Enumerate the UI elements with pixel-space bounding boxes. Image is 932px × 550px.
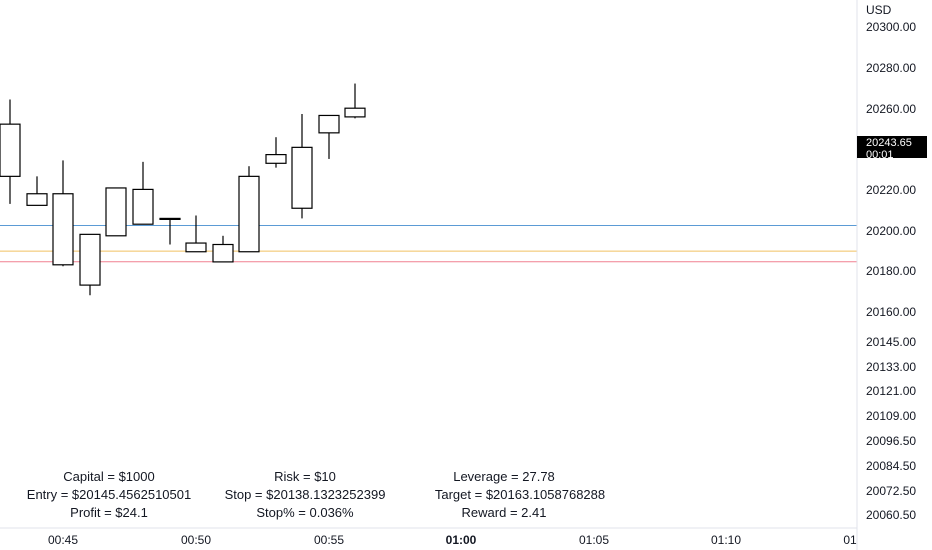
candle xyxy=(344,83,366,119)
candle-body xyxy=(52,193,74,266)
time-axis[interactable]: 00:45 00:50 00:55 01:00 01:05 01:10 01 xyxy=(48,533,857,547)
current-price-tag: 20243.65 00:01 xyxy=(857,136,927,161)
currency-label: USD xyxy=(866,3,892,17)
level-lines xyxy=(0,224,857,263)
candle xyxy=(212,235,234,263)
candle xyxy=(291,114,313,219)
price-tick-label: 20109.00 xyxy=(866,409,916,423)
time-tick-label: 01:05 xyxy=(579,533,609,547)
candle-body xyxy=(212,243,234,263)
candle xyxy=(238,166,260,253)
candle-body xyxy=(265,154,287,164)
candle-body xyxy=(291,146,313,209)
candle-body xyxy=(132,188,154,225)
stop-pct-text: Stop% = 0.036% xyxy=(256,505,354,520)
countdown: 00:01 xyxy=(866,149,894,161)
candle-body xyxy=(238,175,260,253)
candle-body xyxy=(105,187,127,237)
price-tick-label: 20160.00 xyxy=(866,305,916,319)
stop-text: Stop = $20138.1323252399 xyxy=(224,487,386,502)
candle-body xyxy=(26,193,48,206)
price-tick-label: 20260.00 xyxy=(866,102,916,116)
price-tick-label: 20133.00 xyxy=(866,360,916,374)
price-tick-label: 20300.00 xyxy=(866,20,916,34)
candle xyxy=(265,137,287,168)
target-text: Target = $20163.1058768288 xyxy=(434,487,606,502)
candle-body xyxy=(79,233,101,286)
candle-body xyxy=(185,242,207,253)
risk-text: Risk = $10 xyxy=(274,469,336,484)
entry-text: Entry = $20145.4562510501 xyxy=(26,487,192,502)
candle xyxy=(318,114,340,159)
time-tick-label: 01 xyxy=(843,533,857,547)
reward-text: Reward = 2.41 xyxy=(461,505,547,520)
price-tick-label: 20145.00 xyxy=(866,335,916,349)
candle xyxy=(52,160,74,267)
candle xyxy=(0,99,21,204)
candle xyxy=(132,161,154,225)
price-tick-label: 20096.50 xyxy=(866,434,916,448)
profit-text: Profit = $24.1 xyxy=(70,505,148,520)
price-tick-label: 20280.00 xyxy=(866,61,916,75)
time-tick-label: 00:55 xyxy=(314,533,344,547)
candle-body xyxy=(318,114,340,134)
price-tick-label: 20072.50 xyxy=(866,484,916,498)
capital-text: Capital = $1000 xyxy=(63,469,155,484)
candle xyxy=(105,187,127,237)
time-tick-label: 00:45 xyxy=(48,533,78,547)
leverage-text: Leverage = 27.78 xyxy=(453,469,555,484)
candle xyxy=(26,176,48,206)
time-tick-label: 01:00 xyxy=(446,533,477,547)
candles xyxy=(0,83,366,296)
price-axis[interactable]: 20300.00 20280.00 20260.00 20220.00 20200.00… xyxy=(866,20,916,522)
candle-body xyxy=(0,123,21,177)
price-tick-label: 20060.50 xyxy=(866,508,916,522)
price-tick-label: 20084.50 xyxy=(866,459,916,473)
candle xyxy=(79,233,101,296)
candle-body xyxy=(344,107,366,118)
candle xyxy=(185,215,207,253)
candle xyxy=(159,217,181,245)
price-tick-label: 20220.00 xyxy=(866,183,916,197)
time-tick-label: 01:10 xyxy=(711,533,741,547)
price-tick-label: 20180.00 xyxy=(866,264,916,278)
time-tick-label: 00:50 xyxy=(181,533,211,547)
candle-body xyxy=(159,217,181,220)
price-tick-label: 20200.00 xyxy=(866,224,916,238)
current-price: 20243.65 xyxy=(866,137,912,149)
price-tick-label: 20121.00 xyxy=(866,384,916,398)
